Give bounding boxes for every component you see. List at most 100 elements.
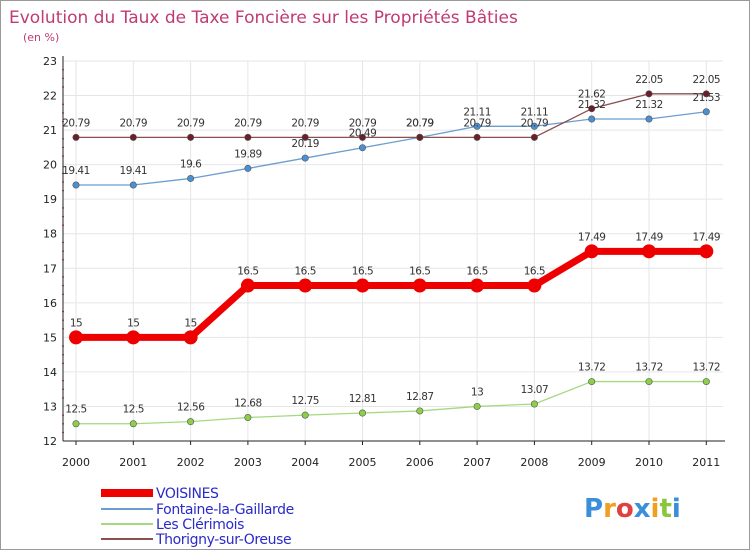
series-line-fontaine-la-gaillarde — [76, 111, 707, 186]
y-tick-label: 20 — [43, 159, 57, 172]
y-tick-label: 15 — [43, 331, 57, 344]
data-point-fontaine-la-gaillarde — [129, 181, 137, 189]
y-tick-label: 16 — [43, 297, 57, 310]
data-label-fontaine-la-gaillarde: 19.41 — [62, 165, 90, 177]
data-label-voisines: 15 — [184, 317, 196, 329]
series-layer — [69, 90, 714, 428]
x-tick-label: 2008 — [520, 456, 548, 469]
y-tick-label: 12 — [43, 435, 57, 448]
data-point-fontaine-la-gaillarde — [588, 115, 596, 123]
data-label-thorigny-sur-oreuse: 20.79 — [120, 117, 148, 129]
data-label-thorigny-sur-oreuse: 20.79 — [406, 117, 434, 129]
x-tick-label: 2003 — [234, 456, 262, 469]
data-label-fontaine-la-gaillarde: 20.79 — [406, 117, 434, 129]
x-tick-label: 2009 — [578, 456, 606, 469]
data-label-voisines: 17.49 — [578, 231, 606, 243]
data-label-thorigny-sur-oreuse: 20.79 — [463, 117, 491, 129]
data-label-les-cl-rimois: 12.81 — [349, 393, 377, 405]
data-point-thorigny-sur-oreuse — [645, 90, 653, 98]
data-point-les-cl-rimois — [473, 402, 481, 410]
data-point-voisines — [699, 244, 714, 259]
data-label-les-cl-rimois: 12.56 — [177, 402, 205, 414]
data-label-voisines: 16.5 — [295, 266, 316, 278]
data-point-voisines — [298, 278, 313, 293]
data-point-fontaine-la-gaillarde — [530, 122, 538, 130]
data-label-voisines: 17.49 — [635, 231, 663, 243]
data-label-thorigny-sur-oreuse: 20.79 — [291, 117, 319, 129]
legend-label-les-cl-rimois: Les Clérimois — [156, 517, 244, 533]
data-point-les-cl-rimois — [588, 378, 596, 386]
series-line-thorigny-sur-oreuse — [76, 93, 707, 138]
data-label-thorigny-sur-oreuse: 20.79 — [349, 117, 377, 129]
y-tick-label: 18 — [43, 228, 57, 241]
data-point-voisines — [240, 278, 255, 293]
series-line-voisines — [76, 247, 707, 341]
data-label-fontaine-la-gaillarde: 19.41 — [120, 165, 148, 177]
data-point-voisines — [584, 244, 599, 259]
data-point-fontaine-la-gaillarde — [72, 181, 80, 189]
x-tick-label: 2006 — [406, 456, 434, 469]
data-point-fontaine-la-gaillarde — [473, 122, 481, 130]
data-label-thorigny-sur-oreuse: 20.79 — [177, 117, 205, 129]
data-point-thorigny-sur-oreuse — [530, 133, 538, 141]
data-labels: 12.5 12.5 12.56 12.68 12.75 12.81 12.87 13 13.07… — [62, 74, 720, 416]
data-point-thorigny-sur-oreuse — [588, 105, 596, 113]
data-point-fontaine-la-gaillarde — [244, 164, 252, 172]
data-point-voisines — [470, 278, 485, 293]
data-point-thorigny-sur-oreuse — [187, 133, 195, 141]
data-label-voisines: 15 — [70, 317, 82, 329]
data-label-fontaine-la-gaillarde: 21.11 — [463, 106, 491, 118]
data-point-thorigny-sur-oreuse — [244, 133, 252, 141]
data-point-les-cl-rimois — [301, 411, 309, 419]
data-point-les-cl-rimois — [416, 407, 424, 415]
logo-letter: P — [584, 494, 603, 524]
data-label-voisines: 16.5 — [237, 266, 258, 278]
data-label-voisines: 16.5 — [409, 266, 430, 278]
data-label-les-cl-rimois: 13.72 — [578, 362, 606, 374]
series-line-les-cl-rimois — [76, 380, 707, 425]
data-point-voisines — [527, 278, 542, 293]
data-point-fontaine-la-gaillarde — [645, 115, 653, 123]
x-tick-label: 2000 — [62, 456, 90, 469]
data-point-fontaine-la-gaillarde — [702, 108, 710, 116]
data-point-thorigny-sur-oreuse — [301, 133, 309, 141]
data-point-les-cl-rimois — [72, 420, 80, 428]
data-point-voisines — [126, 330, 141, 345]
data-label-thorigny-sur-oreuse: 20.79 — [62, 117, 90, 129]
x-tick-label: 2011 — [692, 456, 720, 469]
logo-letter: r — [603, 494, 616, 524]
data-point-thorigny-sur-oreuse — [129, 133, 137, 141]
y-tick-label: 21 — [43, 124, 57, 137]
data-label-les-cl-rimois: 12.5 — [65, 404, 86, 416]
y-tick-label: 23 — [43, 55, 57, 68]
chart-subtitle: (en %) — [23, 31, 59, 44]
data-label-fontaine-la-gaillarde: 21.53 — [693, 92, 721, 104]
data-label-les-cl-rimois: 12.68 — [234, 398, 262, 410]
data-label-les-cl-rimois: 13.07 — [521, 384, 549, 396]
data-point-les-cl-rimois — [129, 420, 137, 428]
x-tick-label: 2004 — [291, 456, 319, 469]
y-tick-label: 17 — [43, 262, 57, 275]
data-point-fontaine-la-gaillarde — [358, 144, 366, 152]
logo-letter: t — [659, 494, 671, 524]
x-tick-label: 2002 — [177, 456, 205, 469]
data-label-les-cl-rimois: 12.87 — [406, 391, 434, 403]
x-tick-label: 2007 — [463, 456, 491, 469]
data-point-fontaine-la-gaillarde — [187, 174, 195, 182]
legend-label-fontaine-la-gaillarde: Fontaine-la-Gaillarde — [156, 502, 294, 518]
grid — [63, 60, 723, 442]
data-label-voisines: 16.5 — [466, 266, 487, 278]
y-tick-label: 19 — [43, 193, 57, 206]
data-point-voisines — [412, 278, 427, 293]
data-label-les-cl-rimois: 13.72 — [693, 362, 721, 374]
axes: 12 13 14 15 16 17 18 19 20 21 22 23 2000 2001 2002 2003… — [43, 55, 725, 469]
data-label-thorigny-sur-oreuse: 20.79 — [234, 117, 262, 129]
data-point-thorigny-sur-oreuse — [358, 133, 366, 141]
data-label-les-cl-rimois: 12.75 — [291, 395, 319, 407]
data-point-voisines — [183, 330, 198, 345]
data-point-voisines — [69, 330, 83, 345]
data-label-les-cl-rimois: 13.72 — [635, 362, 663, 374]
data-label-voisines: 15 — [127, 317, 139, 329]
